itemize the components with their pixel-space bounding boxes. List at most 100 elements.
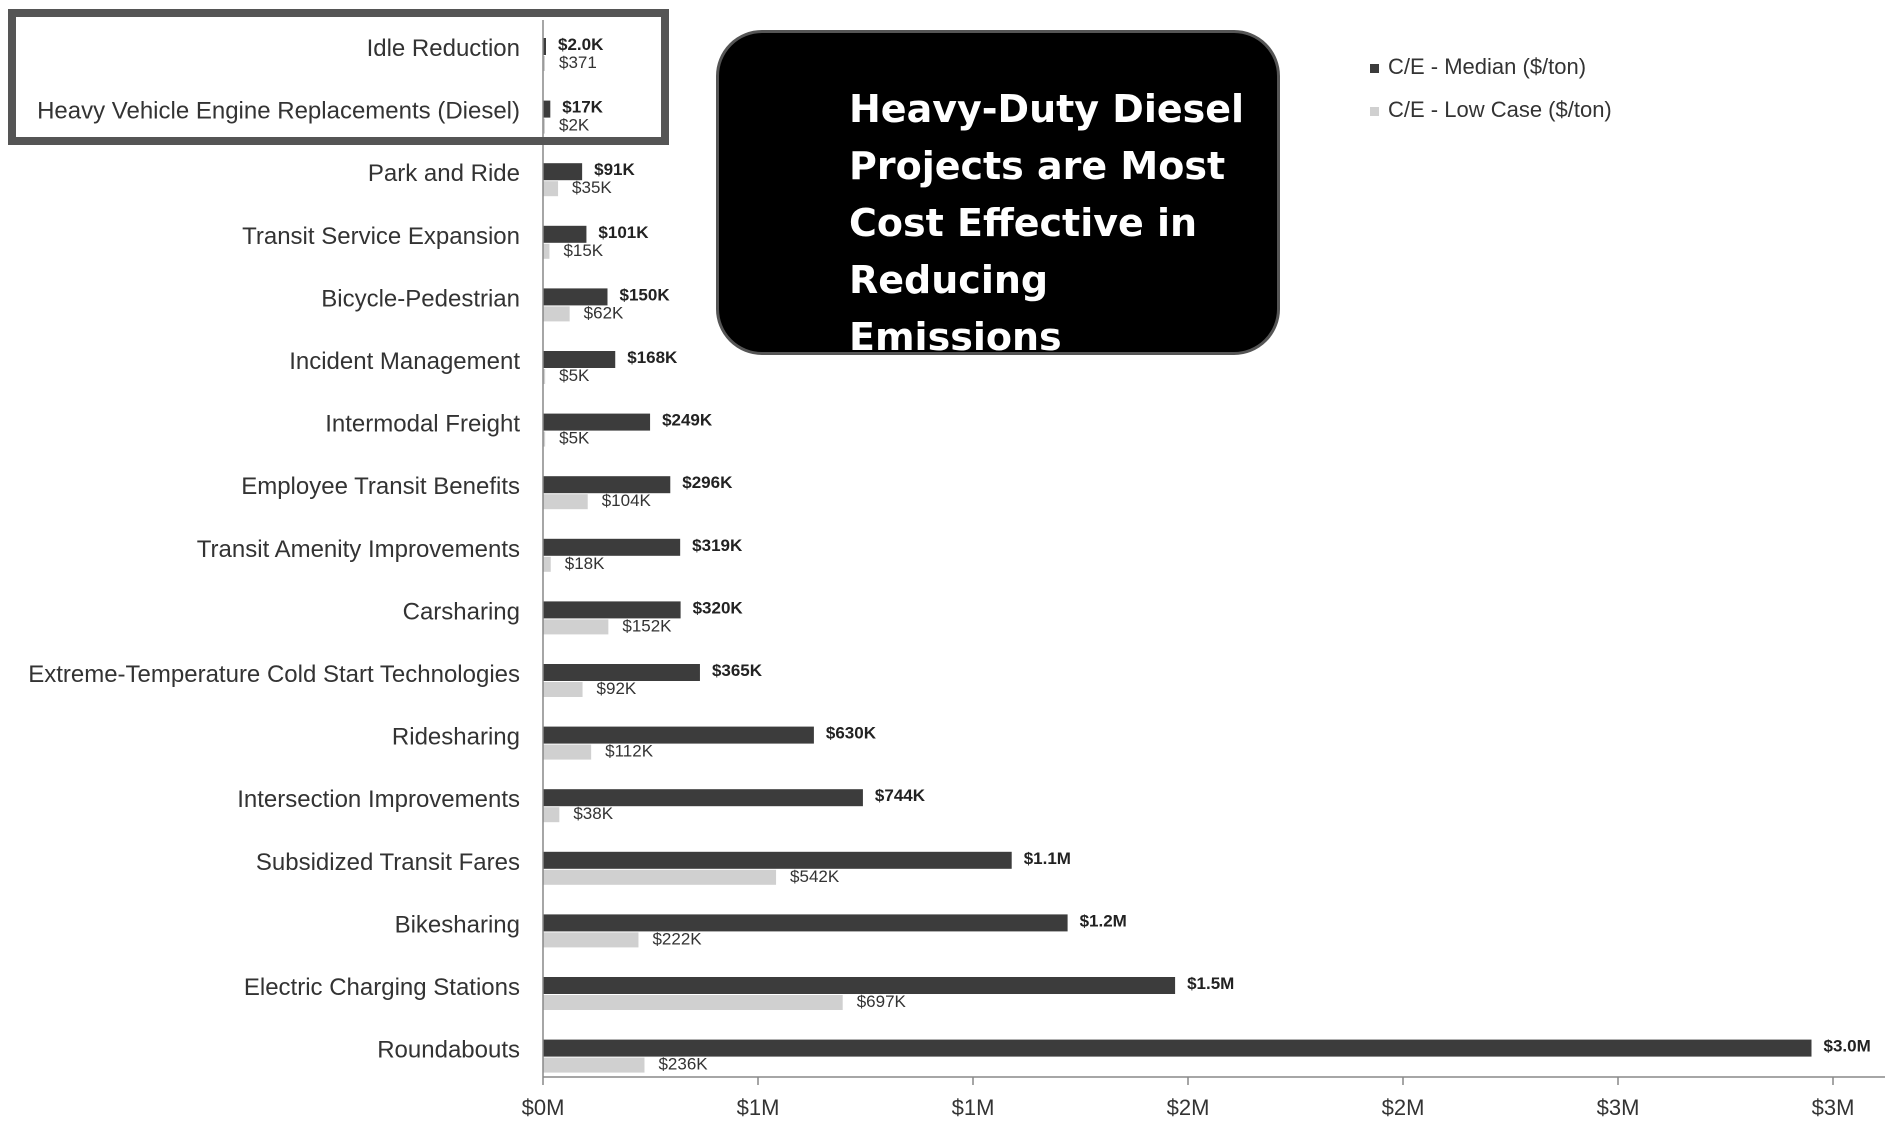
data-label-median-carsharing: $320K [693, 598, 744, 617]
data-label-low-idle-reduction: $371 [559, 53, 597, 72]
category-label-intersection-improvements: Intersection Improvements [237, 786, 520, 813]
legend-swatch-0 [1370, 64, 1379, 73]
data-label-low-transit-service-expansion: $15K [563, 241, 603, 260]
category-label-transit-amenity-improvements: Transit Amenity Improvements [197, 536, 520, 563]
data-label-low-employee-transit-benefits: $104K [602, 491, 652, 510]
bar-low-roundabouts [543, 1057, 645, 1073]
bar-median-park-and-ride [543, 163, 583, 181]
bar-median-intermodal-freight [543, 413, 651, 431]
data-label-low-bikesharing: $222K [652, 929, 702, 948]
category-label-transit-service-expansion: Transit Service Expansion [242, 223, 520, 250]
bar-low-incident-management [543, 369, 546, 384]
data-label-low-transit-amenity-improvements: $18K [565, 554, 605, 573]
bars-layer: Idle Reduction $2.0K$371 Heavy Vehicle Eng… [28, 35, 1871, 1074]
category-label-heavy-vehicle-engine-replacements-diesel: Heavy Vehicle Engine Replacements (Diese… [37, 98, 520, 125]
bar-median-roundabouts [543, 1039, 1812, 1057]
data-label-low-carsharing: $152K [622, 616, 672, 635]
data-label-low-subsidized-transit-fares: $542K [790, 867, 840, 886]
bar-low-transit-amenity-improvements [543, 556, 551, 572]
category-label-park-and-ride: Park and Ride [368, 160, 520, 187]
bar-low-extreme-temperature-cold-start-technologies [543, 682, 583, 697]
data-label-low-intersection-improvements: $38K [573, 804, 613, 823]
bar-low-intermodal-freight [543, 431, 546, 447]
bar-median-employee-transit-benefits [543, 476, 671, 494]
bar-median-intersection-improvements [543, 789, 863, 807]
data-label-median-electric-charging-stations: $1.5M [1187, 974, 1234, 993]
data-label-median-extreme-temperature-cold-start-technologies: $365K [712, 661, 763, 680]
bar-median-heavy-vehicle-engine-replacements-diesel [543, 100, 551, 118]
data-label-median-ridesharing: $630K [826, 724, 877, 743]
bar-low-idle-reduction [543, 56, 545, 71]
category-label-idle-reduction: Idle Reduction [367, 35, 520, 62]
data-label-median-subsidized-transit-fares: $1.1M [1024, 849, 1071, 868]
x-tick-label-1: $1M [737, 1095, 780, 1120]
bar-low-employee-transit-benefits [543, 494, 588, 510]
data-label-median-transit-service-expansion: $101K [598, 223, 649, 242]
bar-median-extreme-temperature-cold-start-technologies [543, 664, 700, 681]
bar-low-transit-service-expansion [543, 243, 550, 259]
bar-low-carsharing [543, 619, 609, 635]
bar-median-bikesharing [543, 914, 1068, 932]
data-label-low-electric-charging-stations: $697K [857, 992, 907, 1011]
data-label-low-bicycle-pedestrian: $62K [584, 303, 624, 322]
bar-median-subsidized-transit-fares [543, 851, 1012, 869]
x-tick-label-5: $3M [1597, 1095, 1640, 1120]
category-label-incident-management: Incident Management [289, 348, 520, 375]
category-label-extreme-temperature-cold-start-technologies: Extreme-Temperature Cold Start Technolog… [28, 661, 520, 688]
x-tick-label-3: $2M [1167, 1095, 1210, 1120]
data-label-low-heavy-vehicle-engine-replacements-diesel: $2K [559, 116, 590, 135]
data-label-low-incident-management: $5K [559, 366, 590, 385]
bar-low-subsidized-transit-fares [543, 869, 777, 885]
bar-median-transit-amenity-improvements [543, 538, 681, 556]
x-tick-label-6: $3M [1812, 1095, 1855, 1120]
category-label-ridesharing: Ridesharing [392, 724, 520, 751]
data-label-low-ridesharing: $112K [605, 742, 654, 761]
bar-median-transit-service-expansion [543, 225, 587, 243]
category-label-bikesharing: Bikesharing [395, 911, 520, 938]
data-label-median-incident-management: $168K [627, 348, 678, 367]
bar-median-ridesharing [543, 726, 814, 744]
callout-text: Heavy-Duty Diesel Projects are Most Cost… [849, 87, 1245, 359]
category-label-subsidized-transit-fares: Subsidized Transit Fares [256, 849, 520, 876]
legend-label-0: C/E - Median ($/ton) [1388, 54, 1586, 79]
data-label-median-idle-reduction: $2.0K [558, 35, 604, 54]
category-label-intermodal-freight: Intermodal Freight [325, 411, 520, 438]
data-label-low-intermodal-freight: $5K [559, 429, 590, 448]
data-label-median-roundabouts: $3.0M [1824, 1037, 1871, 1056]
legend-label-1: C/E - Low Case ($/ton) [1388, 97, 1612, 122]
data-label-median-intermodal-freight: $249K [662, 411, 713, 430]
legend-swatch-1 [1370, 107, 1379, 116]
data-label-low-extreme-temperature-cold-start-technologies: $92K [597, 679, 637, 698]
category-label-roundabouts: Roundabouts [377, 1037, 520, 1064]
bar-low-heavy-vehicle-engine-replacements-diesel [543, 118, 545, 134]
category-label-bicycle-pedestrian: Bicycle-Pedestrian [321, 285, 520, 312]
bar-low-bikesharing [543, 932, 639, 948]
bar-low-ridesharing [543, 744, 592, 760]
data-label-median-bikesharing: $1.2M [1080, 911, 1127, 930]
bar-low-intersection-improvements [543, 807, 560, 823]
bar-median-carsharing [543, 601, 681, 619]
category-label-carsharing: Carsharing [403, 598, 520, 625]
bar-median-idle-reduction [543, 38, 546, 55]
bar-median-incident-management [543, 351, 616, 368]
bar-low-electric-charging-stations [543, 995, 843, 1010]
highlight-box [8, 9, 669, 145]
axis-layer: $0M $1M $1M $2M $2M $3M $3M [522, 20, 1885, 1120]
data-label-low-roundabouts: $236K [658, 1055, 708, 1074]
data-label-median-park-and-ride: $91K [594, 160, 635, 179]
category-label-employee-transit-benefits: Employee Transit Benefits [241, 473, 520, 500]
legend: C/E - Median ($/ton) C/E - Low Case ($/to… [1370, 54, 1612, 122]
data-label-median-bicycle-pedestrian: $150K [620, 285, 671, 304]
category-label-electric-charging-stations: Electric Charging Stations [244, 974, 520, 1001]
bar-low-bicycle-pedestrian [543, 306, 570, 322]
data-label-median-heavy-vehicle-engine-replacements-diesel: $17K [562, 98, 603, 117]
bar-median-bicycle-pedestrian [543, 288, 608, 306]
data-label-low-park-and-ride: $35K [572, 178, 612, 197]
bar-low-park-and-ride [543, 181, 559, 197]
data-label-median-transit-amenity-improvements: $319K [692, 536, 743, 555]
bar-median-electric-charging-stations [543, 977, 1176, 994]
x-tick-label-0: $0M [522, 1095, 565, 1120]
data-label-median-intersection-improvements: $744K [875, 786, 926, 805]
